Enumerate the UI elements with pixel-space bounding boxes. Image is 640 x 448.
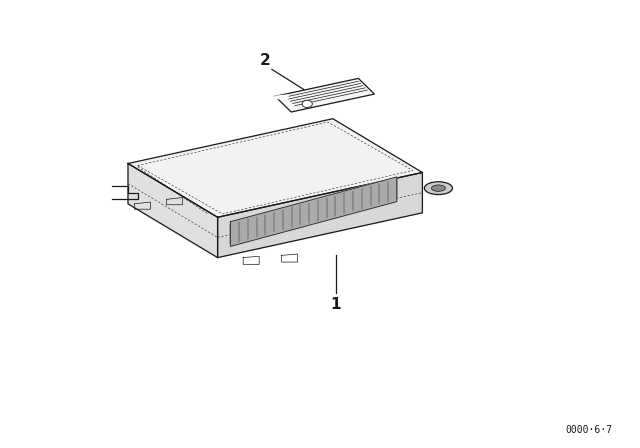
Polygon shape (128, 119, 422, 217)
Ellipse shape (424, 182, 452, 194)
Text: 1: 1 (331, 297, 341, 312)
Circle shape (302, 100, 312, 108)
Ellipse shape (431, 185, 445, 191)
Text: 0000·6·7: 0000·6·7 (565, 425, 612, 435)
Polygon shape (128, 164, 218, 258)
Text: 2: 2 (260, 53, 271, 68)
Polygon shape (230, 177, 397, 246)
Polygon shape (218, 172, 422, 258)
Polygon shape (275, 95, 288, 99)
Polygon shape (275, 78, 374, 112)
